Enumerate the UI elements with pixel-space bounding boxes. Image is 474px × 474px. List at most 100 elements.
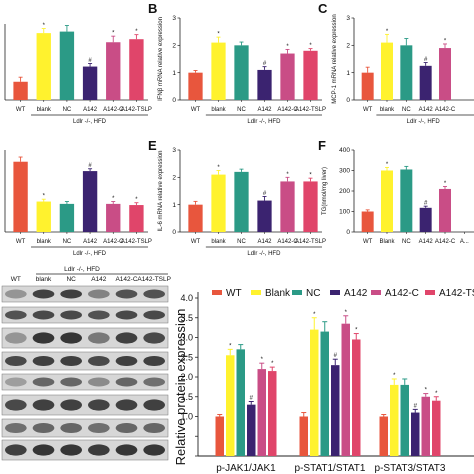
y-tick-label: 2.5 — [180, 352, 193, 362]
bar-a142-c — [106, 203, 121, 232]
wb-band — [5, 377, 27, 387]
panel-letter: B — [148, 1, 157, 16]
x-tick-label: NC — [237, 107, 246, 113]
x-tick-label: A142 — [419, 107, 434, 113]
bar-a142-c — [106, 42, 121, 100]
y-tick-label: 300 — [339, 168, 350, 175]
western-blot: Ldlr -/-, HFD WT blank NC A142 A142-C A142-TSL… — [1, 266, 171, 461]
y-axis-label: TG(nmol/mg liver) — [322, 167, 328, 215]
x-tick-label: A... — [460, 239, 469, 245]
x-tick-label: Blank — [379, 239, 395, 245]
legend-swatch — [330, 290, 340, 295]
bar-a142-tslp — [432, 400, 441, 456]
wb-strip — [1, 351, 169, 371]
legend-swatch — [371, 290, 381, 295]
y-tick-label: 1.5 — [180, 392, 193, 402]
wb-band — [88, 399, 110, 411]
legend-label: Blank — [265, 288, 291, 299]
wb-strip — [1, 418, 169, 438]
panel-c: C 0 1 2 3 MCP-1 mRNA relative expression WT * bl… — [318, 1, 474, 125]
bar-wt — [379, 416, 388, 456]
bar-a142-tslp — [129, 205, 144, 232]
significance-mark: * — [286, 44, 289, 50]
legend-label: WT — [226, 288, 242, 299]
x-tick-label: WT — [16, 239, 26, 245]
group-label: Ldlr -/-, HFD — [247, 119, 281, 125]
significance-mark: * — [386, 162, 389, 168]
panel-f: F 0 100 200 300 400 TG(nmol/mg liver) WT * Blank N… — [318, 138, 474, 245]
significance-mark: # — [424, 57, 428, 63]
x-tick-label: NC — [63, 239, 72, 245]
panel-d: WT * blank NC # A142 * A142-C * A142-TSLP Ldlr -/-… — [4, 150, 152, 257]
x-tick-label: NC — [63, 107, 72, 113]
bar-wt — [361, 72, 374, 100]
group-label: Ldlr -/-, HFD — [407, 119, 441, 125]
panel-a: WT * blank NC # A142 * A142-C * A142-TSLP Ldlr -/-… — [4, 23, 152, 125]
wb-band — [5, 289, 27, 299]
wb-band — [60, 289, 82, 299]
x-tick-label: p-STAT1/STAT1 — [295, 463, 366, 474]
x-tick-label: A142-C — [277, 239, 298, 245]
significance-mark: * — [217, 32, 220, 38]
significance-mark: # — [414, 403, 418, 409]
bar-blank — [381, 42, 393, 100]
bar-a142 — [257, 200, 272, 232]
bar-nc — [400, 169, 413, 232]
wb-strip — [1, 394, 169, 416]
x-tick-label: blank — [380, 107, 395, 113]
x-tick-label: WT — [363, 107, 373, 113]
wb-band — [143, 289, 166, 299]
wb-band — [88, 310, 110, 320]
significance-mark: # — [88, 163, 92, 169]
panel-letter: E — [148, 138, 157, 153]
panel-letter: C — [318, 1, 328, 16]
bar-a142-c — [280, 181, 295, 232]
significance-mark: * — [43, 23, 46, 29]
bar-nc — [234, 45, 249, 100]
y-tick-label: 2 — [346, 43, 350, 50]
wb-band — [115, 444, 138, 456]
significance-mark: * — [345, 310, 348, 316]
wb-band — [115, 310, 138, 320]
wb-band — [32, 355, 55, 367]
wb-band — [32, 377, 55, 387]
bar-wt — [188, 72, 203, 100]
x-tick-label: A142-C — [435, 107, 456, 113]
x-tick-label: A142-TSLP — [295, 239, 326, 245]
y-tick-label: 400 — [339, 147, 350, 154]
significance-mark: # — [263, 191, 267, 197]
wb-band — [5, 444, 27, 456]
x-tick-label: A142-C — [277, 107, 298, 113]
significance-mark: * — [313, 312, 316, 318]
wb-lane-label: NC — [66, 276, 76, 283]
legend-swatch — [292, 290, 302, 295]
wb-band — [143, 399, 166, 411]
group-label: Ldlr -/-, HFD — [247, 251, 281, 257]
wb-band — [32, 422, 55, 434]
y-axis-label: Relative protein expression — [173, 309, 188, 466]
significance-mark: # — [334, 353, 338, 359]
y-tick-label: 1 — [346, 70, 350, 77]
significance-mark: # — [263, 61, 267, 67]
bar-a142-c — [280, 53, 295, 100]
wb-band — [115, 355, 138, 367]
wb-strip — [1, 327, 169, 349]
x-tick-label: WT — [363, 239, 373, 245]
x-tick-label: A142 — [257, 239, 272, 245]
significance-mark: * — [425, 388, 428, 394]
wb-band — [32, 310, 55, 320]
x-tick-label: WT — [16, 107, 26, 113]
wb-strip — [1, 439, 169, 461]
bar-wt — [188, 204, 203, 232]
wb-header: Ldlr -/-, HFD — [64, 266, 100, 273]
bar-nc — [234, 171, 249, 232]
y-axis-label: IL-6 mRNA relative expression — [158, 150, 164, 231]
y-tick-label: 1 — [172, 202, 176, 209]
x-tick-label: blank — [37, 107, 52, 113]
wb-lane-label: blank — [36, 276, 52, 283]
wb-band — [143, 377, 166, 387]
significance-mark: * — [271, 361, 274, 367]
y-tick-label: 2.0 — [180, 372, 193, 382]
y-tick-label: 0 — [346, 97, 350, 104]
